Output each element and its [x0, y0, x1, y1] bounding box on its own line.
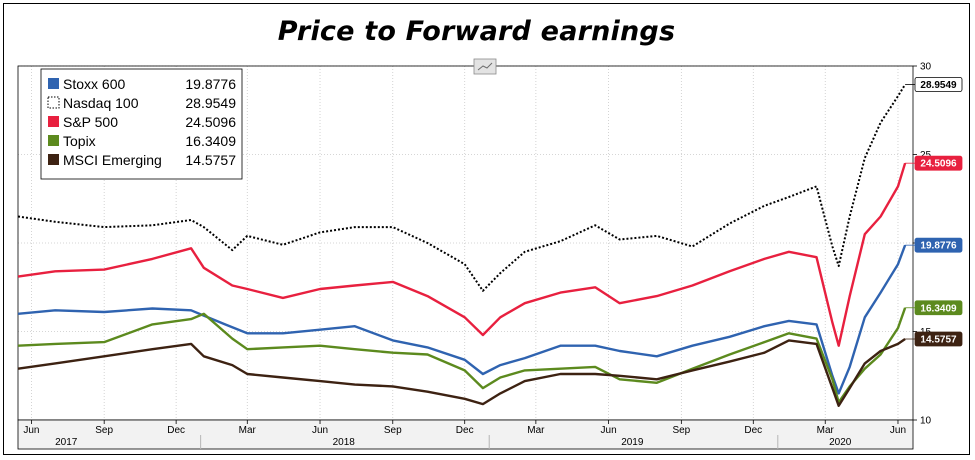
- legend-swatch-nasdaq-100: [47, 96, 60, 109]
- x-year-label: 2018: [333, 437, 356, 448]
- badge-value-nasdaq-100: 28.9549: [920, 80, 957, 91]
- chart-title: Price to Forward earnings: [277, 16, 676, 47]
- legend-swatch-msci-emerging: [48, 154, 59, 165]
- y-tick-label: 10: [920, 416, 932, 427]
- x-axis-band: [17, 419, 914, 450]
- badge-value-topix: 16.3409: [920, 303, 957, 314]
- legend-value-nasdaq-100: 28.9549: [185, 95, 236, 111]
- legend-label-msci-emerging: MSCI Emerging: [63, 152, 162, 168]
- x-year-label: 2020: [829, 437, 852, 448]
- x-year-label: 2017: [55, 437, 78, 448]
- series-layer: [17, 83, 907, 407]
- x-tick-label: Jun: [312, 425, 328, 436]
- y-tick-label: 30: [920, 62, 932, 73]
- x-tick-label: Dec: [167, 425, 185, 436]
- legend-value-stoxx-600: 19.8776: [185, 76, 236, 92]
- x-tick-label: Mar: [527, 425, 545, 436]
- legend-value-topix: 16.3409: [185, 133, 236, 149]
- series-line-stoxx-600: [17, 244, 907, 395]
- chart-type-icon[interactable]: [473, 58, 497, 75]
- x-tick-label: Mar: [239, 425, 257, 436]
- legend-value-msci-emerging: 14.5757: [185, 152, 236, 168]
- x-tick-label: Sep: [384, 425, 402, 436]
- series-line-msci-emerging: [17, 338, 906, 407]
- badge-value-stoxx-600: 19.8776: [920, 241, 957, 252]
- legend-swatch-s-p-500: [48, 116, 59, 127]
- series-line-topix: [17, 307, 907, 404]
- x-tick-label: Jun: [601, 425, 617, 436]
- x-axis: Jun Sep Dec Mar Jun Sep Dec Mar Jun Sep Dec Mar Jun 2…: [17, 419, 914, 450]
- x-tick-label: Sep: [95, 425, 113, 436]
- x-tick-label: Sep: [672, 425, 690, 436]
- x-year-label: 2019: [621, 437, 644, 448]
- legend-swatch-stoxx-600: [48, 78, 59, 89]
- legend: Stoxx 600 19.8776 Nasdaq 100 28.9549 S&P 500…: [40, 68, 243, 180]
- x-tick-label: Jun: [890, 425, 906, 436]
- legend-value-s-p-500: 24.5096: [185, 114, 236, 130]
- x-tick-label: Jun: [23, 425, 39, 436]
- legend-label-nasdaq-100: Nasdaq 100: [63, 95, 139, 111]
- series-line-nasdaq-100: [17, 83, 906, 292]
- chart-icon-line: [477, 62, 493, 71]
- x-tick-label: Dec: [456, 425, 474, 436]
- legend-label-s-p-500: S&P 500: [63, 114, 118, 130]
- badge-value-s-p-500: 24.5096: [920, 159, 957, 170]
- last-value-badges: 19.8776 28.9549 24.5096 16.3409 14.5757: [905, 77, 963, 347]
- legend-box: [40, 68, 243, 180]
- x-tick-label: Dec: [744, 425, 762, 436]
- badge-value-msci-emerging: 14.5757: [920, 335, 957, 346]
- legend-swatch-topix: [48, 135, 59, 146]
- y-tick-label: 25: [920, 150, 932, 161]
- x-tick-label: Mar: [817, 425, 835, 436]
- legend-label-topix: Topix: [63, 133, 96, 149]
- legend-label-stoxx-600: Stoxx 600: [63, 76, 125, 92]
- series-line-s-p-500: [17, 162, 907, 347]
